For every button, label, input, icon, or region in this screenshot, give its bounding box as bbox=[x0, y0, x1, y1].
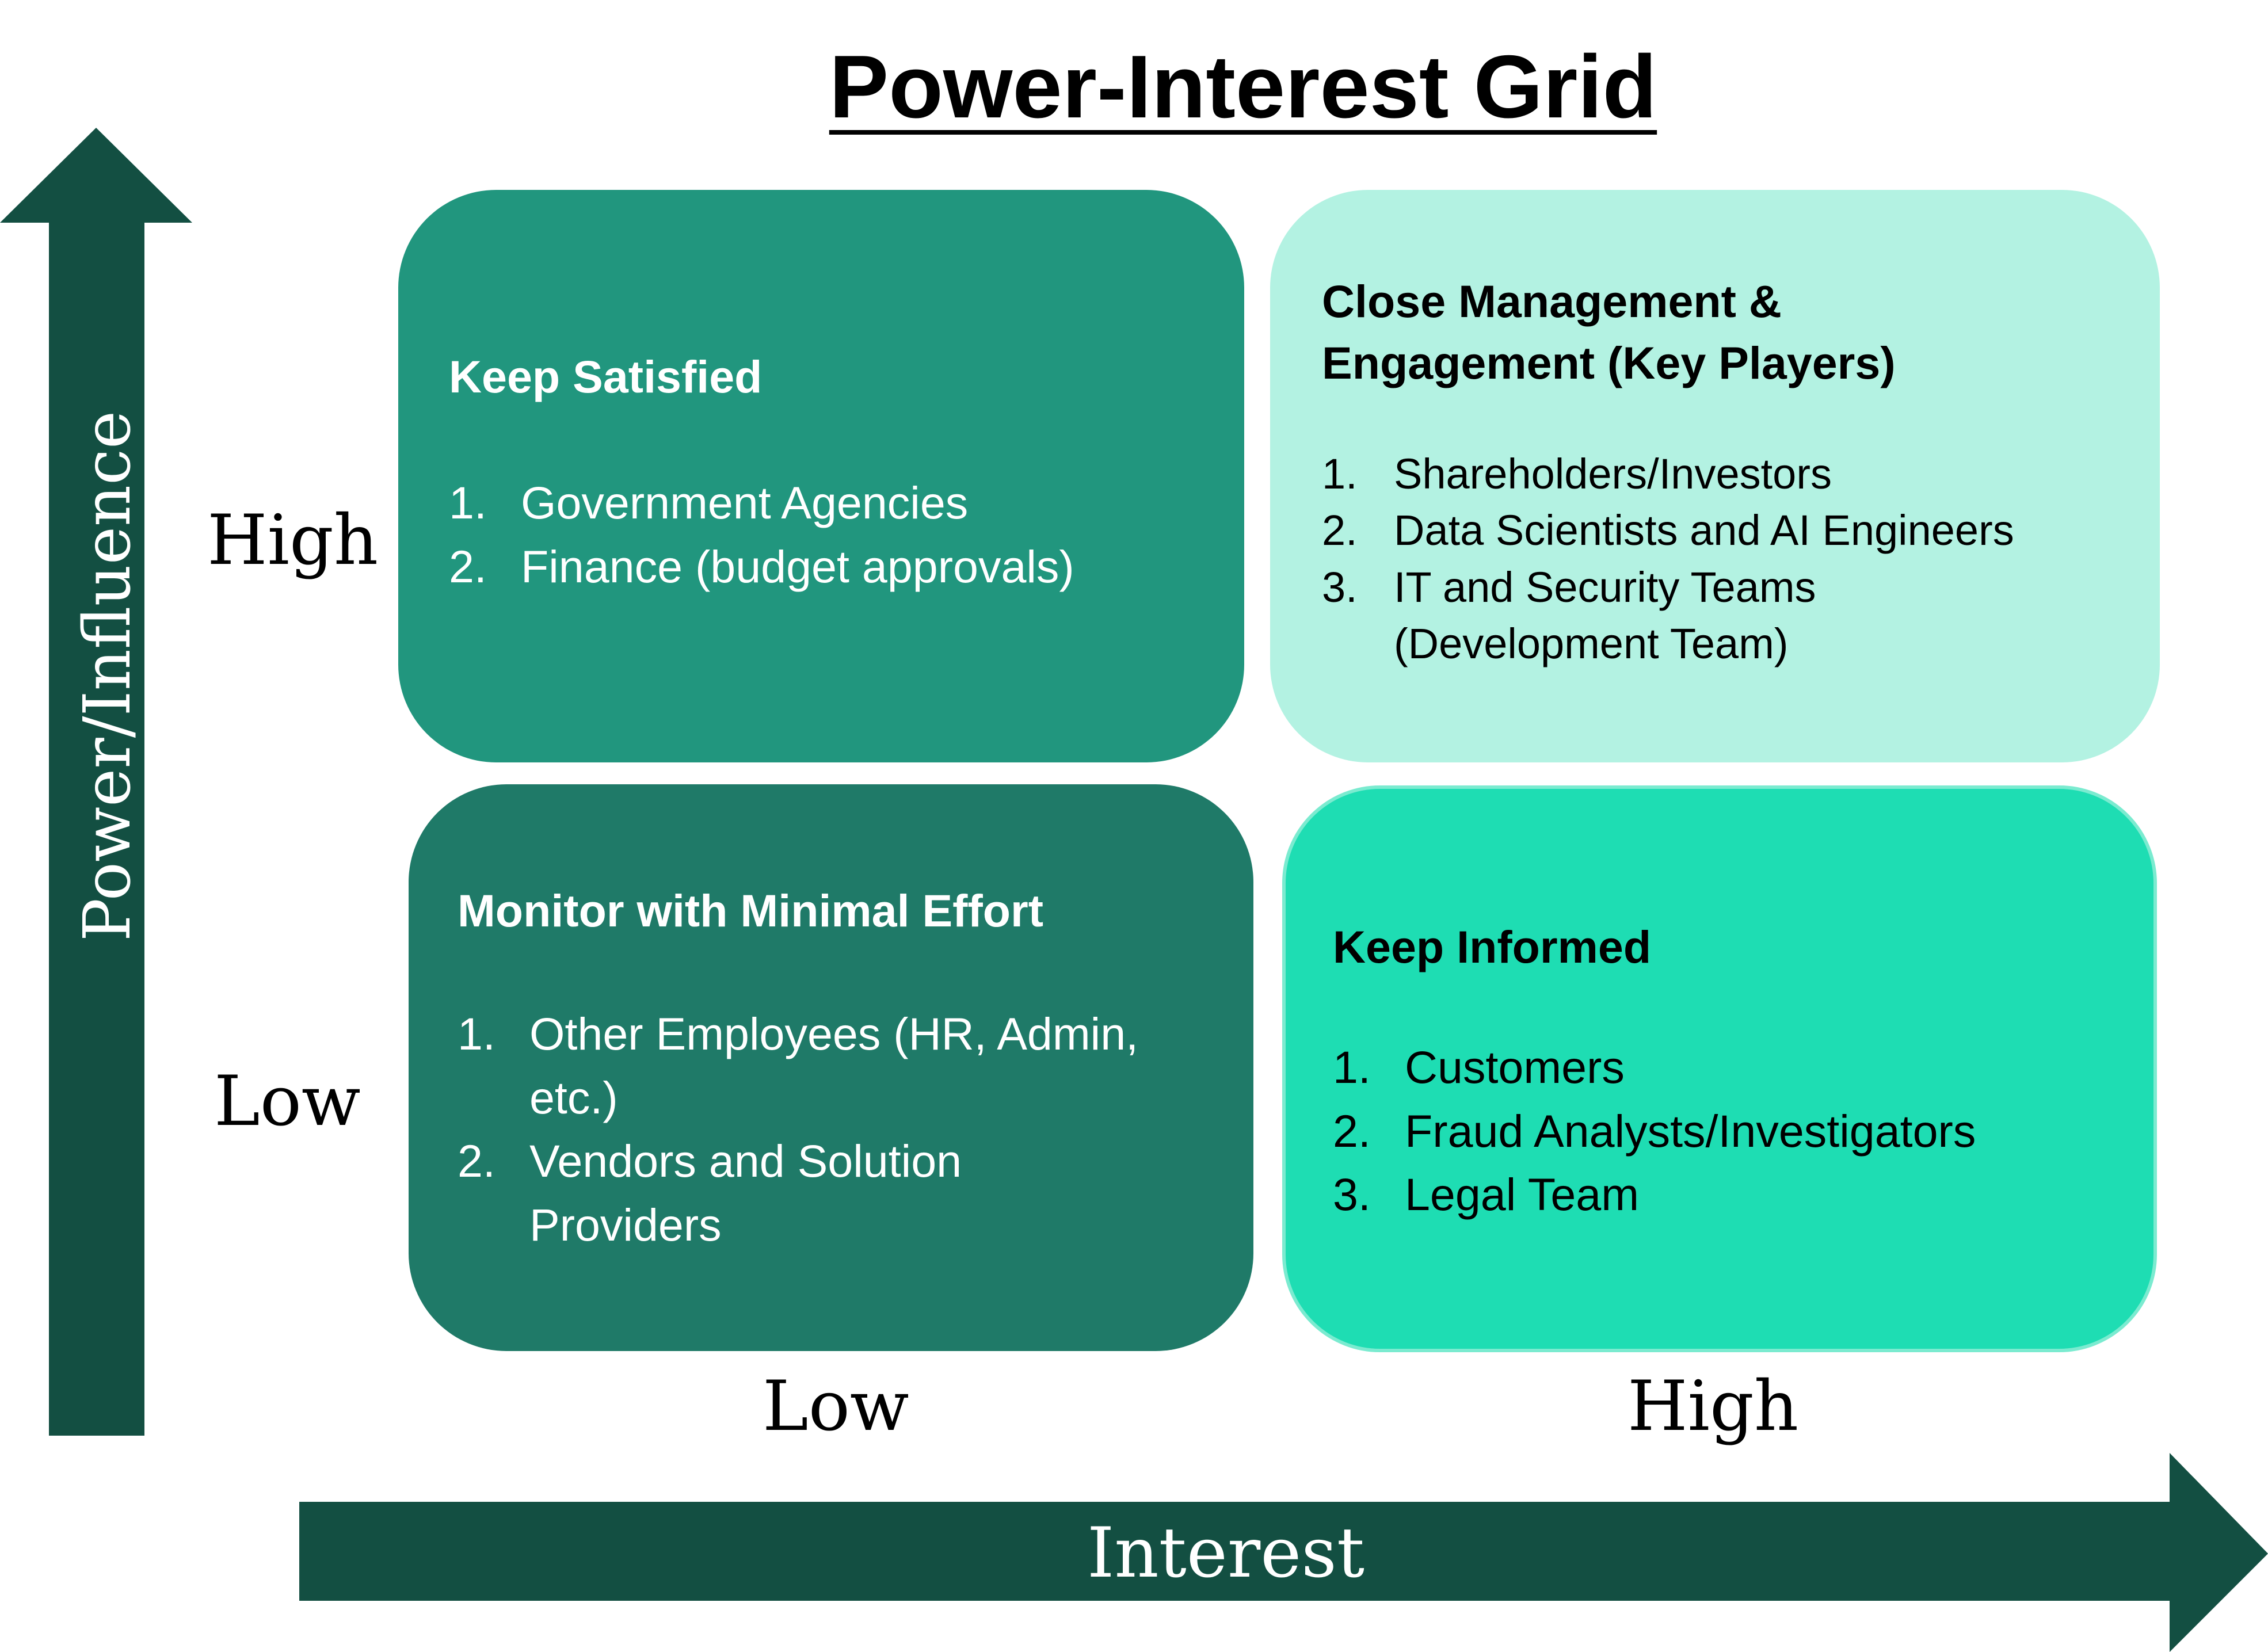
list-item-text: Finance (budget approvals) bbox=[521, 540, 1074, 592]
list-number: 1. bbox=[1333, 1041, 1371, 1093]
quadrant-monitor: Monitor with Minimal Effort 1. Other Empl… bbox=[409, 784, 1253, 1351]
quadrant-heading: Monitor with Minimal Effort bbox=[458, 885, 1044, 936]
list-item: 3. IT and Security Teams (Development Tea… bbox=[1322, 559, 1831, 673]
list-number: 1. bbox=[458, 1008, 495, 1060]
list-number: 2. bbox=[458, 1135, 495, 1187]
y-axis-title: Power/Influence bbox=[70, 410, 145, 942]
x-axis-high-label: High bbox=[1627, 1367, 1799, 1447]
list-item-text: Legal Team bbox=[1405, 1169, 1639, 1220]
list-item: 2. Fraud Analysts/Investigators bbox=[1333, 1100, 2119, 1163]
list-number: 1. bbox=[1322, 449, 1358, 498]
x-axis-low-label: Low bbox=[763, 1367, 909, 1447]
stakeholder-list: 1. Shareholders/Investors 2. Data Scientis… bbox=[1322, 446, 2125, 673]
list-item: 1. Shareholders/Investors bbox=[1322, 446, 2125, 502]
quadrant-heading: Keep Satisfied bbox=[449, 351, 763, 402]
page-title: Power-Interest Grid bbox=[829, 37, 1657, 136]
power-axis-arrow bbox=[0, 128, 192, 1436]
x-axis-title: Interest bbox=[1087, 1513, 1365, 1593]
list-item-text: Other Employees (HR, Admin, etc.) bbox=[529, 1008, 1139, 1123]
list-item: 3. Legal Team bbox=[1333, 1163, 2119, 1227]
list-item-text: Shareholders/Investors bbox=[1394, 449, 1832, 498]
list-number: 2. bbox=[449, 540, 487, 592]
stakeholder-list: 1. Other Employees (HR, Admin, etc.) 2. Ve… bbox=[458, 1002, 1206, 1257]
list-number: 1. bbox=[449, 477, 487, 529]
list-item-text: Fraud Analysts/Investigators bbox=[1405, 1105, 1976, 1157]
list-item-text: Data Scientists and AI Engineers bbox=[1394, 506, 2014, 555]
heading-line: Engagement (Key Players) bbox=[1322, 337, 1896, 389]
y-axis-low-label: Low bbox=[214, 1062, 361, 1142]
quadrant-close-management: Close Management & Engagement (Key Player… bbox=[1270, 190, 2160, 762]
list-item-text: Government Agencies bbox=[521, 477, 969, 529]
list-item: 1. Government Agencies bbox=[449, 471, 1198, 535]
list-item: 2. Data Scientists and AI Engineers bbox=[1322, 502, 2125, 559]
quadrant-keep-informed: Keep Informed 1. Customers 2. Fraud Analys… bbox=[1282, 785, 2157, 1352]
list-number: 2. bbox=[1322, 506, 1358, 555]
list-number: 3. bbox=[1333, 1169, 1371, 1220]
list-number: 2. bbox=[1333, 1105, 1371, 1157]
stakeholder-list: 1. Government Agencies 2. Finance (budget … bbox=[449, 471, 1198, 598]
quadrant-heading: Keep Informed bbox=[1333, 921, 1652, 972]
list-item-text: Vendors and Solution Providers bbox=[529, 1135, 962, 1250]
list-item-text: Customers bbox=[1405, 1041, 1625, 1093]
y-axis-high-label: High bbox=[207, 501, 379, 581]
interest-axis-arrow bbox=[299, 1453, 2268, 1652]
list-item: 2. Vendors and Solution Providers bbox=[458, 1130, 1047, 1257]
list-item-text: IT and Security Teams (Development Team) bbox=[1394, 563, 1816, 668]
stakeholder-list: 1. Customers 2. Fraud Analysts/Investigato… bbox=[1333, 1036, 2119, 1227]
heading-line: Close Management & bbox=[1322, 276, 1782, 327]
quadrant-heading: Close Management & Engagement (Key Player… bbox=[1322, 270, 2125, 394]
quadrant-keep-satisfied: Keep Satisfied 1. Government Agencies 2. F… bbox=[398, 190, 1244, 762]
list-number: 3. bbox=[1322, 563, 1358, 611]
list-item: 1. Other Employees (HR, Admin, etc.) bbox=[458, 1002, 1206, 1130]
list-item: 1. Customers bbox=[1333, 1036, 2119, 1100]
list-item: 2. Finance (budget approvals) bbox=[449, 535, 1198, 599]
